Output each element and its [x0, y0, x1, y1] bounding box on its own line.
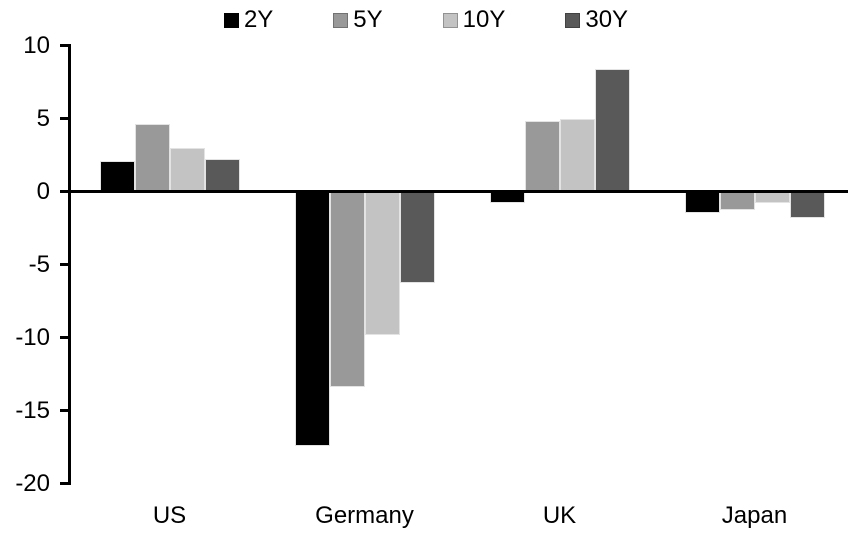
legend-item: 10Y: [442, 6, 506, 33]
y-tick-mark: [60, 117, 68, 120]
legend-label: 2Y: [243, 6, 274, 33]
y-tick-mark: [60, 482, 68, 485]
category-label: Japan: [721, 502, 788, 529]
y-tick-label: 10: [23, 31, 50, 59]
category-label: UK: [542, 502, 577, 529]
y-axis-line: [68, 44, 71, 485]
zero-axis-line: [68, 190, 848, 193]
category-label: Germany: [315, 502, 414, 529]
y-tick-mark: [60, 190, 68, 193]
y-tick-mark: [60, 44, 68, 47]
bar-japan-2y: [684, 191, 720, 214]
legend-label: 5Y: [353, 6, 383, 33]
bar-japan-10y: [754, 191, 790, 204]
legend-swatch-icon: [223, 12, 239, 28]
y-tick-label: -5: [28, 250, 50, 278]
legend-item: 2Y: [223, 6, 274, 33]
legend-label: 10Y: [462, 6, 506, 33]
legend-item: 30Y: [565, 8, 628, 32]
bar-japan-5y: [719, 191, 755, 211]
chart-legend: 2Y 5Y 10Y 30Y: [0, 5, 852, 35]
bar-germany-10y: [364, 191, 400, 335]
y-tick-mark: [60, 263, 68, 266]
legend-label: 30Y: [585, 6, 629, 33]
y-tick-label: -10: [15, 323, 50, 351]
bar-germany-2y: [294, 191, 330, 446]
bar-uk-10y: [559, 118, 595, 192]
legend-swatch-icon: [565, 12, 581, 28]
bar-japan-30y: [789, 191, 825, 218]
legend-swatch-icon: [442, 12, 458, 28]
bar-uk-5y: [524, 121, 560, 192]
bar-us-2y: [99, 160, 135, 192]
legend-swatch-icon: [333, 12, 349, 28]
bar-germany-30y: [399, 191, 435, 284]
bar-us-5y: [134, 124, 170, 192]
bar-us-30y: [204, 159, 240, 192]
y-tick-label: 5: [36, 104, 50, 132]
category-label: US: [152, 502, 187, 529]
bar-germany-5y: [329, 191, 365, 388]
y-tick-label: 0: [36, 177, 50, 205]
y-tick-mark: [60, 336, 68, 339]
bar-uk-2y: [489, 191, 525, 204]
y-tick-mark: [60, 409, 68, 412]
y-tick-label: -20: [15, 469, 50, 497]
y-tick-label: -15: [15, 396, 50, 424]
legend-item: 5Y: [333, 6, 383, 33]
bar-uk-30y: [594, 68, 630, 192]
bar-us-10y: [169, 147, 205, 192]
